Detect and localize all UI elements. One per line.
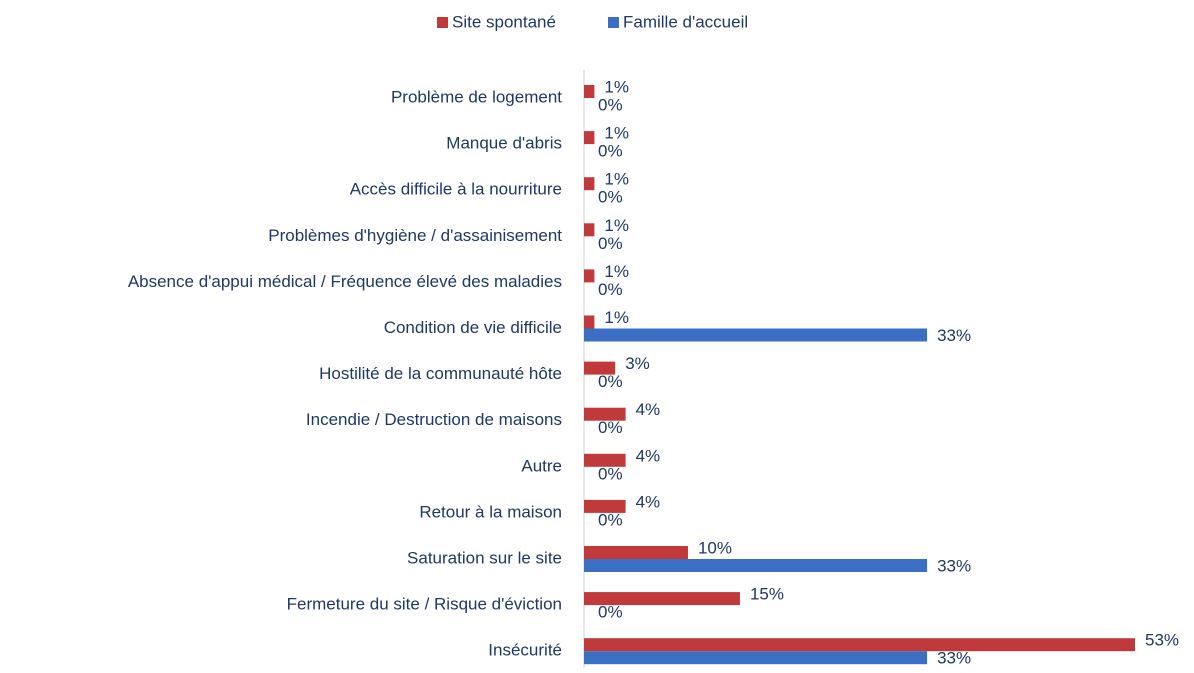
bar — [584, 315, 595, 329]
category-label: Absence d'appui médical / Fréquence élev… — [128, 272, 562, 291]
value-label: 4% — [636, 400, 661, 419]
value-label: 0% — [598, 234, 623, 253]
category-label: Incendie / Destruction de maisons — [306, 410, 562, 429]
category-label: Insécurité — [488, 641, 562, 660]
value-label: 1% — [604, 170, 629, 189]
value-label: 1% — [604, 262, 629, 281]
category-label: Manque d'abris — [446, 134, 562, 153]
value-label: 4% — [636, 492, 661, 511]
category-label: Problème de logement — [391, 87, 562, 106]
value-label: 0% — [598, 603, 623, 622]
value-label: 33% — [937, 326, 971, 345]
bar — [584, 638, 1135, 652]
category-label: Condition de vie difficile — [384, 318, 562, 337]
bar — [584, 592, 740, 606]
bar — [584, 328, 928, 342]
value-label: 4% — [636, 446, 661, 465]
value-label: 0% — [598, 372, 623, 391]
value-label: 0% — [598, 142, 623, 161]
bar — [584, 223, 595, 237]
value-label: 15% — [750, 585, 784, 604]
value-label: 33% — [937, 556, 971, 575]
bar — [584, 177, 595, 191]
value-label: 0% — [598, 188, 623, 207]
legend-swatch — [437, 17, 448, 28]
value-label: 53% — [1145, 631, 1179, 650]
bar — [584, 361, 616, 375]
category-label: Saturation sur le site — [407, 548, 562, 567]
value-label: 1% — [604, 216, 629, 235]
bar — [584, 499, 626, 513]
bar — [584, 407, 626, 421]
value-label: 33% — [937, 649, 971, 668]
value-label: 0% — [598, 510, 623, 529]
legend-label: Famille d'accueil — [623, 12, 748, 31]
legend-label: Site spontané — [452, 12, 556, 31]
bar — [584, 85, 595, 98]
category-label: Hostilité de la communauté hôte — [319, 364, 562, 383]
bar — [584, 559, 928, 572]
category-label: Autre — [521, 456, 562, 475]
value-label: 1% — [604, 308, 629, 327]
category-label: Problèmes d'hygiène / d'assainisement — [268, 226, 562, 245]
bar — [584, 131, 595, 145]
category-label: Accès difficile à la nourriture — [350, 180, 562, 199]
bar — [584, 546, 688, 559]
legend-swatch — [608, 17, 619, 28]
value-label: 10% — [698, 538, 732, 557]
bar — [584, 651, 928, 665]
value-label: 0% — [598, 418, 623, 437]
value-label: 1% — [604, 77, 629, 96]
bar — [584, 453, 626, 467]
value-label: 0% — [598, 95, 623, 114]
category-label: Retour à la maison — [419, 502, 562, 521]
value-label: 3% — [625, 354, 650, 373]
value-label: 0% — [598, 280, 623, 299]
value-label: 0% — [598, 464, 623, 483]
value-label: 1% — [604, 124, 629, 143]
bar — [584, 269, 595, 283]
category-label: Fermeture du site / Risque d'éviction — [287, 595, 562, 614]
